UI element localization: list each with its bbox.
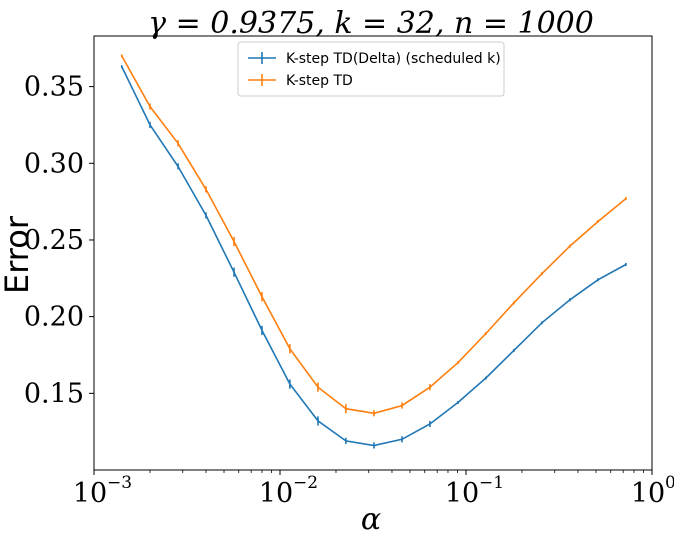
x-tick-exponent: −1 bbox=[479, 473, 504, 493]
x-tick-exponent: −2 bbox=[293, 473, 318, 493]
x-axis-label: α bbox=[361, 502, 381, 537]
y-tick-label: 0.20 bbox=[24, 302, 84, 333]
legend-label: K-step TD(Delta) (scheduled k) bbox=[286, 51, 501, 67]
x-tick-label: 10 bbox=[259, 478, 293, 509]
y-tick-label: 0.35 bbox=[24, 72, 84, 103]
series-line-1 bbox=[121, 66, 627, 447]
x-tick-label: 10 bbox=[73, 478, 107, 509]
x-tick-exponent: −3 bbox=[107, 473, 132, 493]
y-axis-label: Error bbox=[0, 215, 36, 294]
legend: K-step TD(Delta) (scheduled k) K-step TD bbox=[237, 41, 505, 97]
chart-title: γ = 0.9375, k = 32, n = 1000 bbox=[148, 6, 594, 41]
legend-label: K-step TD bbox=[286, 73, 353, 89]
x-tick-exponent: 0 bbox=[665, 473, 674, 493]
plot-area bbox=[120, 54, 627, 449]
y-tick-label: 0.30 bbox=[24, 148, 84, 179]
x-tick-label: 10 bbox=[445, 478, 479, 509]
axes-frame bbox=[93, 35, 653, 471]
legend-box bbox=[237, 41, 505, 97]
series-line-2 bbox=[121, 55, 627, 415]
y-tick-label: 0.15 bbox=[24, 378, 84, 409]
x-tick-label: 10 bbox=[631, 478, 665, 509]
y-tick-label: 0.25 bbox=[24, 225, 84, 256]
